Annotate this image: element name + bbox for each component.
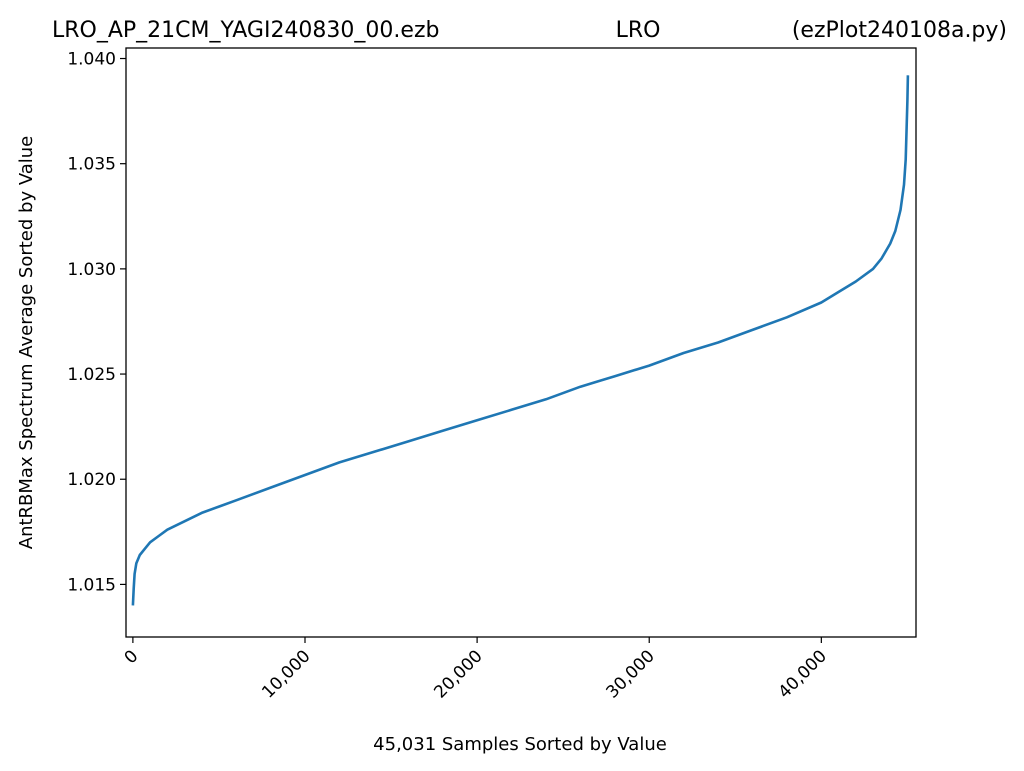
x-tick-label: 0: [121, 646, 143, 668]
x-tick-label: 20,000: [430, 646, 486, 702]
y-tick-label: 1.025: [67, 365, 116, 385]
x-axis: 0 10,000 20,000 30,000 40,000: [121, 637, 831, 703]
y-tick-label: 1.035: [67, 155, 116, 175]
x-axis-label: 45,031 Samples Sorted by Value: [373, 734, 667, 755]
chart-title-center: LRO: [616, 18, 661, 43]
y-axis: 1.015 1.020 1.025 1.030 1.035 1.040: [67, 50, 126, 595]
series-line: [131, 75, 910, 606]
y-tick-label: 1.015: [67, 575, 116, 595]
y-tick-label: 1.040: [67, 50, 116, 70]
y-axis-label: AntRBMax Spectrum Average Sorted by Valu…: [16, 136, 37, 550]
x-tick-label: 10,000: [258, 646, 314, 702]
y-tick-label: 1.020: [67, 470, 116, 490]
y-tick-label: 1.030: [67, 260, 116, 280]
chart-title-right: (ezPlot240108a.py): [792, 18, 1007, 43]
plot-area: [131, 75, 910, 606]
x-tick-label: 40,000: [775, 646, 831, 702]
axes-frame: [125, 47, 917, 638]
x-tick-label: 30,000: [603, 646, 659, 702]
chart-title-left: LRO_AP_21CM_YAGI240830_00.ezb: [52, 18, 439, 43]
